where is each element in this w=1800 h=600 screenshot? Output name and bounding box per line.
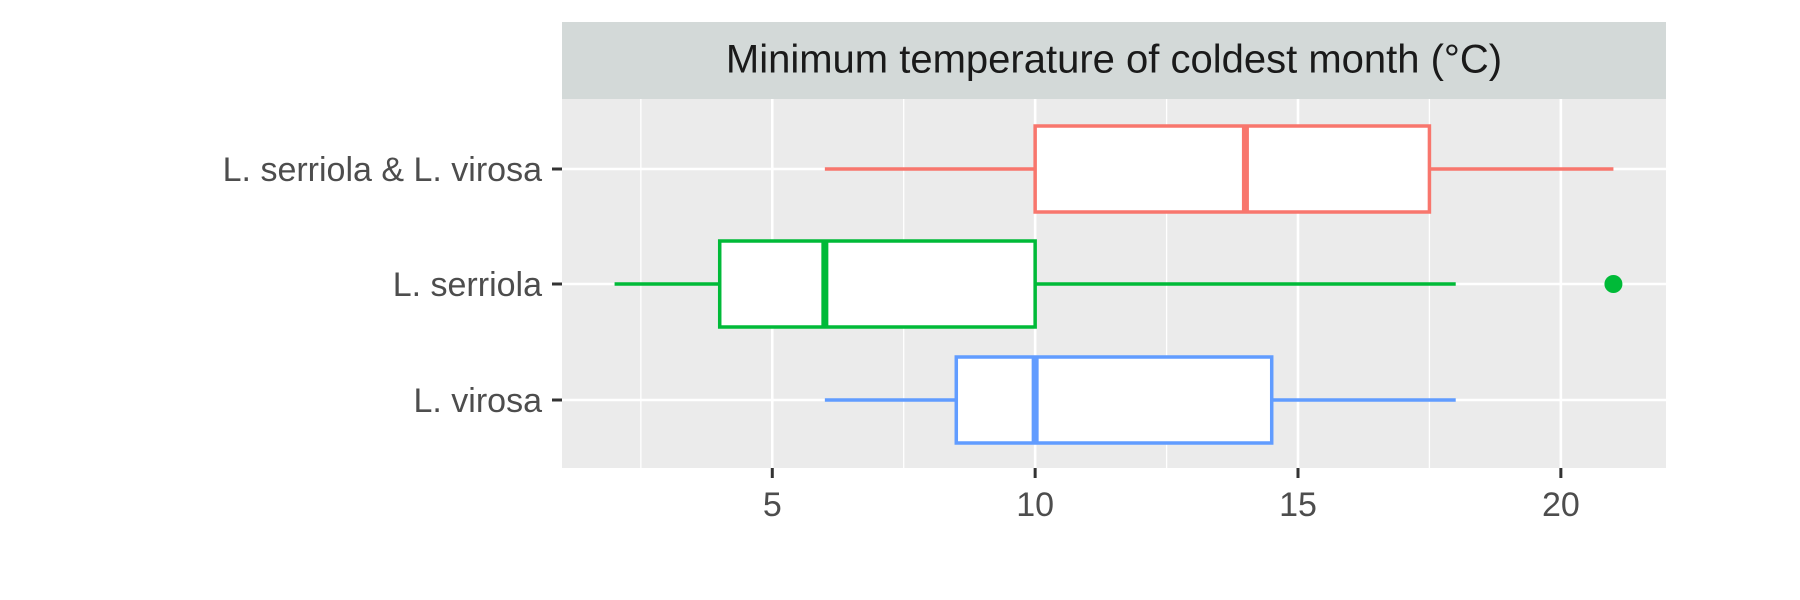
box-1 bbox=[614, 239, 1623, 329]
y-axis: L. serriola & L. virosa L. serriola L. vir… bbox=[223, 151, 562, 420]
x-tick-label: 15 bbox=[1279, 486, 1317, 524]
x-tick-label: 5 bbox=[763, 486, 782, 524]
y-tick-label: L. serriola & L. virosa bbox=[223, 151, 542, 189]
iqr-box bbox=[717, 239, 1037, 329]
x-axis: 5 10 15 20 bbox=[763, 468, 1580, 524]
y-tick-label: L. serriola bbox=[393, 266, 542, 304]
box-0 bbox=[824, 124, 1614, 214]
iqr-box bbox=[954, 355, 1274, 445]
box-series bbox=[614, 124, 1623, 445]
chart-title: Minimum temperature of coldest month (°C… bbox=[726, 38, 1502, 82]
iqr-box bbox=[1033, 124, 1432, 214]
x-tick-label: 10 bbox=[1016, 486, 1054, 524]
facet-strip bbox=[562, 22, 1666, 99]
x-tick-label: 20 bbox=[1542, 486, 1580, 524]
y-tick-label: L. virosa bbox=[414, 382, 543, 420]
box-2 bbox=[824, 355, 1456, 445]
outlier-point bbox=[1604, 275, 1623, 293]
